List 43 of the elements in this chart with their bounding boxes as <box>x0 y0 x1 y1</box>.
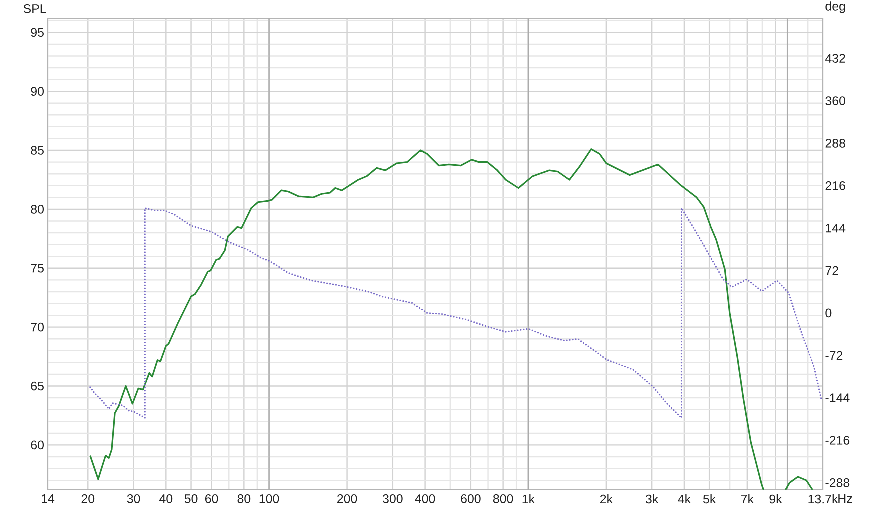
x-tick-label: 3k <box>646 494 659 504</box>
y-axis-title: SPL <box>24 4 46 14</box>
y-tick-label: 70 <box>31 322 44 332</box>
x-tick-label: 9k <box>770 494 782 504</box>
x-tick-label: 20 <box>82 494 95 504</box>
x-tick-label: 200 <box>338 494 358 504</box>
y2-axis-title: deg <box>826 2 846 14</box>
y2-tick-label: 144 <box>826 224 846 233</box>
x-tick-label: 1k <box>522 494 536 504</box>
y2-tick-label: 432 <box>825 54 846 63</box>
x-tick-label: 7k <box>741 494 754 504</box>
x-tick-label: 60 <box>205 494 218 504</box>
y-tick-label: 65 <box>31 382 44 391</box>
x-tick-label: 100 <box>260 494 280 504</box>
y2-tick-label: -144 <box>826 394 850 402</box>
y-tick-label: 90 <box>31 87 44 96</box>
y2-tick-label: 0 <box>826 308 832 318</box>
x-tick-label: 400 <box>415 494 436 504</box>
y-tick-label: 60 <box>31 440 44 450</box>
y2-tick-label: -72 <box>826 351 843 360</box>
x-tick-label: 2k <box>600 494 614 504</box>
x-axis-title: Hz <box>838 494 852 504</box>
y2-tick-label: -216 <box>826 436 850 445</box>
x-tick-label: 600 <box>461 494 481 504</box>
x-tick-label: 5k <box>703 494 716 504</box>
y2-tick-label: -288 <box>826 478 850 488</box>
y-tick-label: 80 <box>31 205 44 214</box>
y2-tick-label: 360 <box>826 96 846 106</box>
x-tick-label: 300 <box>383 494 403 504</box>
y2-tick-label: 72 <box>826 266 838 276</box>
x-tick-label: 13.7k <box>808 494 838 504</box>
x-tick-label: 80 <box>238 494 251 504</box>
x-tick-label: 30 <box>127 494 140 504</box>
y2-tick-label: 216 <box>826 181 846 190</box>
y2-tick-label: 288 <box>826 139 846 148</box>
x-tick-label: 40 <box>160 494 173 504</box>
x-tick-label: 14 <box>42 494 55 504</box>
x-tick-label: 4k <box>678 494 692 504</box>
y-tick-label: 75 <box>31 264 44 273</box>
x-tick-label: 50 <box>184 494 198 504</box>
y-tick-label: 95 <box>31 28 44 38</box>
x-tick-label: 800 <box>493 494 514 504</box>
y-tick-label: 85 <box>31 146 44 155</box>
